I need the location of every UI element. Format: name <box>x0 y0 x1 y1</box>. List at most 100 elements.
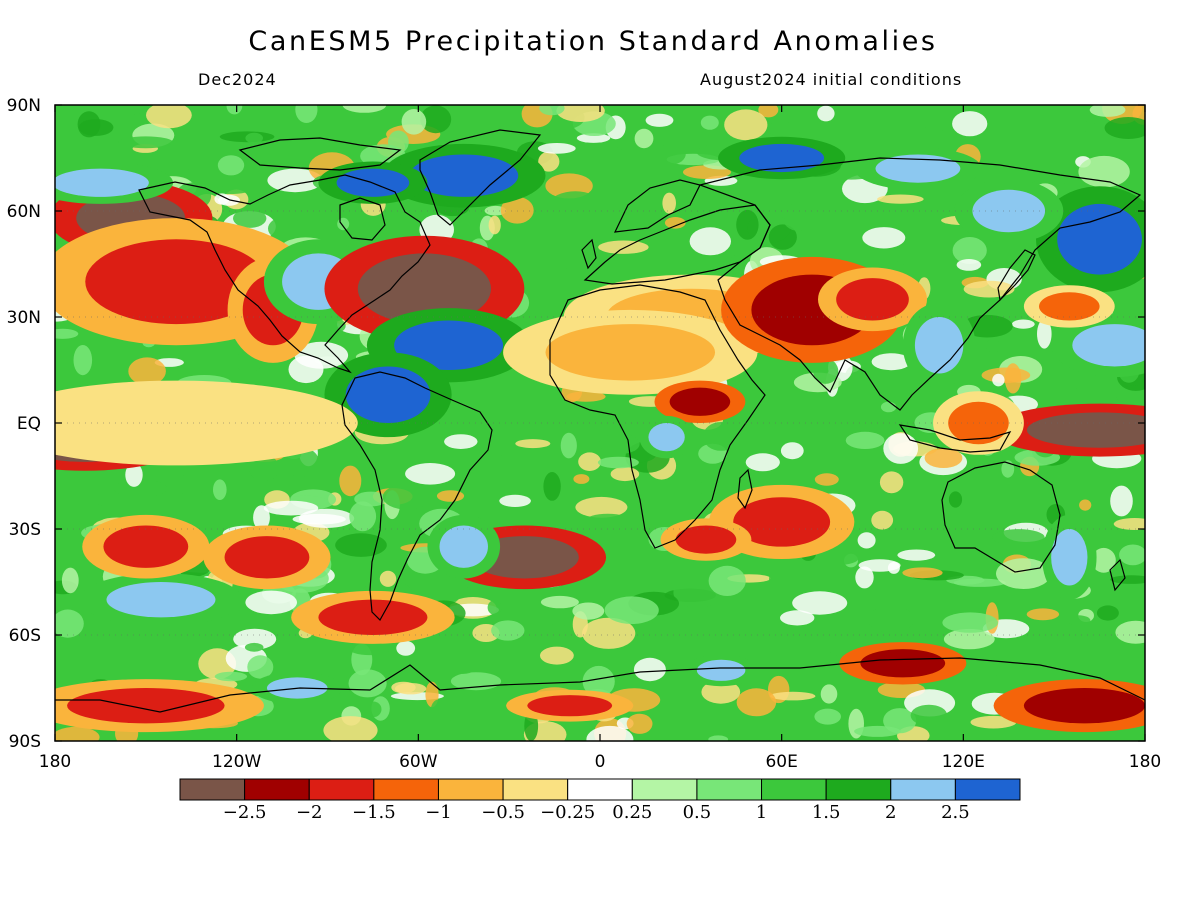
noise-blob <box>128 357 166 386</box>
noise-blob <box>245 132 263 144</box>
noise-blob <box>565 265 607 275</box>
anomaly-core <box>648 423 685 452</box>
noise-blob <box>538 151 560 172</box>
anomaly-feature <box>503 309 758 395</box>
noise-blob <box>854 725 901 737</box>
colorbar-label: 1.5 <box>812 802 841 823</box>
colorbar-label: 2 <box>885 802 896 823</box>
colorbar-label: 1 <box>756 802 767 823</box>
noise-blob <box>500 196 534 224</box>
anomaly-core <box>357 253 491 325</box>
noise-blob <box>401 109 427 135</box>
colorbar-swatch <box>567 778 633 801</box>
coastline-madagascar <box>737 468 753 510</box>
anomaly-core <box>545 324 716 381</box>
noise-blob <box>871 510 894 530</box>
anomaly-core <box>1039 292 1100 321</box>
noise-blob <box>1001 460 1015 478</box>
noise-blob <box>1026 608 1060 621</box>
noise-blob <box>488 215 501 235</box>
colorbar-label: 0.5 <box>683 802 712 823</box>
lat-label: 90N <box>7 96 41 116</box>
axis-ticks <box>54 104 1146 742</box>
noise-blob <box>575 496 628 518</box>
anomaly-feature <box>854 147 982 190</box>
noise-blob <box>233 628 277 650</box>
colorbar-label: 2.5 <box>941 802 970 823</box>
colorbar-swatch <box>825 778 892 801</box>
anomaly-feature <box>954 179 1064 243</box>
noise-blob <box>633 657 666 682</box>
noise-blob <box>1091 547 1116 573</box>
noise-blob <box>880 401 897 413</box>
noise-blob <box>268 216 303 241</box>
noise-blob <box>626 713 653 734</box>
lat-label: 60N <box>7 202 41 222</box>
anomaly-core <box>739 143 825 173</box>
colorbar-swatch <box>954 778 1021 801</box>
noise-blob <box>214 671 248 682</box>
noise-blob <box>883 708 917 734</box>
anomaly-feature <box>1023 285 1115 328</box>
lon-label: 120E <box>942 752 985 772</box>
anomaly-core <box>1057 203 1142 275</box>
anomaly-feature <box>79 573 243 627</box>
noise-blob <box>724 109 768 141</box>
noise-blob <box>267 168 323 193</box>
noise-blob <box>708 735 729 741</box>
noise-blob <box>428 576 462 606</box>
noise-blob <box>125 462 143 487</box>
noise-blob <box>959 663 1005 678</box>
noise-blob <box>952 111 988 137</box>
anomaly-core <box>914 317 964 374</box>
colorbar-swatch <box>244 778 310 801</box>
noise-blob <box>365 701 382 718</box>
anomaly-feature <box>82 514 210 579</box>
coastline-uk <box>581 238 597 270</box>
colorbar-swatch <box>890 778 956 801</box>
noise-blob <box>540 595 579 609</box>
noise-blob <box>543 472 561 501</box>
noise-blob <box>708 565 746 597</box>
noise-blob <box>814 473 839 486</box>
noise-blob <box>491 620 525 641</box>
noise-blob <box>604 596 659 624</box>
noise-blob <box>770 691 816 701</box>
noise-blob <box>664 217 686 229</box>
noise-blob <box>1104 117 1145 139</box>
noise-blob <box>176 473 206 496</box>
noise-blob <box>904 105 935 129</box>
noise-blob <box>93 105 144 116</box>
anomaly-feature <box>718 136 846 180</box>
noise-blob <box>342 105 387 113</box>
noise-blob <box>814 708 841 725</box>
noise-blob <box>348 641 391 656</box>
noise-blob <box>907 585 950 596</box>
noise-blob <box>1032 174 1074 185</box>
noise-blob <box>61 567 79 594</box>
anomaly-core <box>55 168 149 197</box>
colorbar-label: −2 <box>296 802 323 823</box>
noise-blob <box>1113 518 1145 530</box>
noise-blob <box>820 684 838 704</box>
anomaly-feature <box>382 143 546 208</box>
noise-blob <box>963 280 1015 298</box>
noise-blob <box>736 209 759 240</box>
noise-blob <box>948 491 963 508</box>
noise-blob <box>893 499 945 512</box>
noise-blob <box>1011 319 1035 329</box>
noise-blob <box>515 439 551 449</box>
noise-blob <box>956 259 982 271</box>
noise-blob <box>656 479 708 497</box>
noise-blob <box>992 529 1045 546</box>
noise-blob <box>845 431 885 449</box>
noise-blob <box>931 129 949 153</box>
coastline-new-zealand <box>1109 558 1126 592</box>
map-field <box>55 105 1145 741</box>
noise-blob <box>247 655 274 679</box>
noise-blob <box>78 119 114 136</box>
anomaly-feature <box>660 518 752 561</box>
noise-blob <box>1037 319 1052 349</box>
noise-blob <box>862 227 906 249</box>
anomaly-feature <box>55 380 358 466</box>
